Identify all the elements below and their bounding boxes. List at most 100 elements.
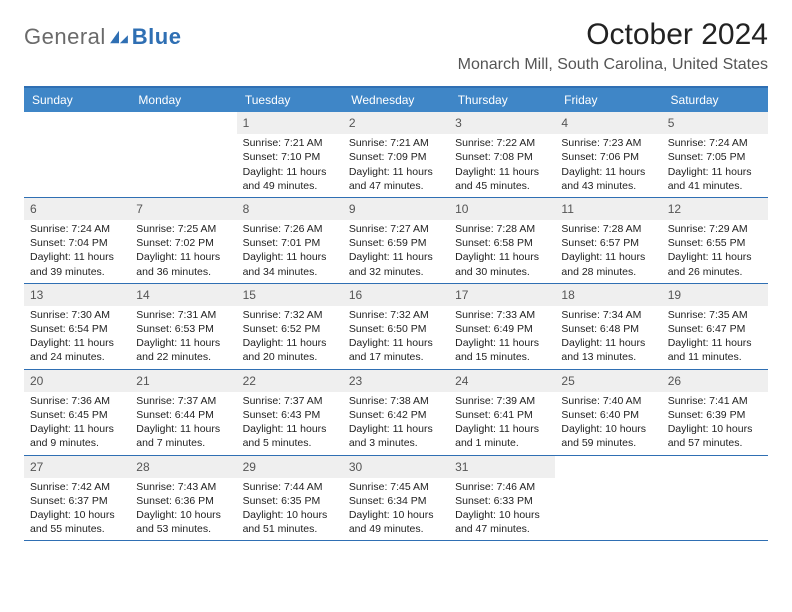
daylight: Daylight: 10 hours and 57 minutes. [668,422,762,450]
sunset: Sunset: 6:44 PM [136,408,230,422]
sunset: Sunset: 6:50 PM [349,322,443,336]
day-cell-1: 1Sunrise: 7:21 AMSunset: 7:10 PMDaylight… [237,112,343,197]
day-number: 8 [237,198,343,220]
sunset: Sunset: 6:57 PM [561,236,655,250]
day-info: Sunrise: 7:37 AMSunset: 6:44 PMDaylight:… [130,394,236,451]
calendar-body: 1Sunrise: 7:21 AMSunset: 7:10 PMDaylight… [24,112,768,541]
day-number: 14 [130,284,236,306]
sunset: Sunset: 6:47 PM [668,322,762,336]
day-number: 6 [24,198,130,220]
sunrise: Sunrise: 7:37 AM [243,394,337,408]
day-cell-22: 22Sunrise: 7:37 AMSunset: 6:43 PMDayligh… [237,370,343,455]
day-number: 4 [555,112,661,134]
sunrise: Sunrise: 7:41 AM [668,394,762,408]
day-info: Sunrise: 7:27 AMSunset: 6:59 PMDaylight:… [343,222,449,279]
day-cell-26: 26Sunrise: 7:41 AMSunset: 6:39 PMDayligh… [662,370,768,455]
day-cell-17: 17Sunrise: 7:33 AMSunset: 6:49 PMDayligh… [449,284,555,369]
daylight: Daylight: 11 hours and 24 minutes. [30,336,124,364]
dow-friday: Friday [556,88,662,112]
day-info: Sunrise: 7:23 AMSunset: 7:06 PMDaylight:… [555,136,661,193]
day-info: Sunrise: 7:25 AMSunset: 7:02 PMDaylight:… [130,222,236,279]
day-number: 31 [449,456,555,478]
sunset: Sunset: 6:55 PM [668,236,762,250]
day-number: 5 [662,112,768,134]
day-number: 23 [343,370,449,392]
day-info: Sunrise: 7:44 AMSunset: 6:35 PMDaylight:… [237,480,343,537]
sunrise: Sunrise: 7:40 AM [561,394,655,408]
daylight: Daylight: 11 hours and 41 minutes. [668,165,762,193]
sunrise: Sunrise: 7:45 AM [349,480,443,494]
day-number: 21 [130,370,236,392]
day-info: Sunrise: 7:32 AMSunset: 6:50 PMDaylight:… [343,308,449,365]
day-info: Sunrise: 7:36 AMSunset: 6:45 PMDaylight:… [24,394,130,451]
day-number: 27 [24,456,130,478]
day-info: Sunrise: 7:28 AMSunset: 6:58 PMDaylight:… [449,222,555,279]
daylight: Daylight: 11 hours and 22 minutes. [136,336,230,364]
daylight: Daylight: 11 hours and 7 minutes. [136,422,230,450]
day-cell-24: 24Sunrise: 7:39 AMSunset: 6:41 PMDayligh… [449,370,555,455]
day-cell-5: 5Sunrise: 7:24 AMSunset: 7:05 PMDaylight… [662,112,768,197]
sunrise: Sunrise: 7:30 AM [30,308,124,322]
day-number: 2 [343,112,449,134]
day-cell-6: 6Sunrise: 7:24 AMSunset: 7:04 PMDaylight… [24,198,130,283]
day-info: Sunrise: 7:22 AMSunset: 7:08 PMDaylight:… [449,136,555,193]
day-cell-10: 10Sunrise: 7:28 AMSunset: 6:58 PMDayligh… [449,198,555,283]
day-cell-11: 11Sunrise: 7:28 AMSunset: 6:57 PMDayligh… [555,198,661,283]
sunrise: Sunrise: 7:42 AM [30,480,124,494]
sunrise: Sunrise: 7:25 AM [136,222,230,236]
day-number: 11 [555,198,661,220]
sunset: Sunset: 6:53 PM [136,322,230,336]
week-row: 20Sunrise: 7:36 AMSunset: 6:45 PMDayligh… [24,370,768,456]
daylight: Daylight: 11 hours and 26 minutes. [668,250,762,278]
day-info: Sunrise: 7:31 AMSunset: 6:53 PMDaylight:… [130,308,236,365]
day-info: Sunrise: 7:30 AMSunset: 6:54 PMDaylight:… [24,308,130,365]
day-info: Sunrise: 7:41 AMSunset: 6:39 PMDaylight:… [662,394,768,451]
daylight: Daylight: 11 hours and 20 minutes. [243,336,337,364]
brand-logo: General Blue [24,18,181,50]
day-cell-4: 4Sunrise: 7:23 AMSunset: 7:06 PMDaylight… [555,112,661,197]
sunrise: Sunrise: 7:21 AM [349,136,443,150]
sunset: Sunset: 7:10 PM [243,150,337,164]
daylight: Daylight: 10 hours and 59 minutes. [561,422,655,450]
daylight: Daylight: 11 hours and 11 minutes. [668,336,762,364]
daylight: Daylight: 11 hours and 39 minutes. [30,250,124,278]
sunrise: Sunrise: 7:32 AM [349,308,443,322]
day-info: Sunrise: 7:29 AMSunset: 6:55 PMDaylight:… [662,222,768,279]
daylight: Daylight: 11 hours and 43 minutes. [561,165,655,193]
daylight: Daylight: 11 hours and 34 minutes. [243,250,337,278]
day-number: 10 [449,198,555,220]
daylight: Daylight: 10 hours and 47 minutes. [455,508,549,536]
day-cell-18: 18Sunrise: 7:34 AMSunset: 6:48 PMDayligh… [555,284,661,369]
day-info: Sunrise: 7:35 AMSunset: 6:47 PMDaylight:… [662,308,768,365]
day-number: 3 [449,112,555,134]
sunset: Sunset: 7:08 PM [455,150,549,164]
calendar: SundayMondayTuesdayWednesdayThursdayFrid… [24,86,768,541]
daylight: Daylight: 10 hours and 51 minutes. [243,508,337,536]
sunset: Sunset: 7:06 PM [561,150,655,164]
day-info: Sunrise: 7:34 AMSunset: 6:48 PMDaylight:… [555,308,661,365]
sunset: Sunset: 7:02 PM [136,236,230,250]
daylight: Daylight: 11 hours and 49 minutes. [243,165,337,193]
day-cell-25: 25Sunrise: 7:40 AMSunset: 6:40 PMDayligh… [555,370,661,455]
daylight: Daylight: 11 hours and 32 minutes. [349,250,443,278]
day-number: 19 [662,284,768,306]
header: General Blue October 2024 Monarch Mill, … [24,18,768,74]
sunrise: Sunrise: 7:35 AM [668,308,762,322]
day-cell-23: 23Sunrise: 7:38 AMSunset: 6:42 PMDayligh… [343,370,449,455]
day-number: 12 [662,198,768,220]
day-cell-31: 31Sunrise: 7:46 AMSunset: 6:33 PMDayligh… [449,456,555,541]
day-cell-21: 21Sunrise: 7:37 AMSunset: 6:44 PMDayligh… [130,370,236,455]
daylight: Daylight: 10 hours and 49 minutes. [349,508,443,536]
day-cell-30: 30Sunrise: 7:45 AMSunset: 6:34 PMDayligh… [343,456,449,541]
day-cell-16: 16Sunrise: 7:32 AMSunset: 6:50 PMDayligh… [343,284,449,369]
week-row: 6Sunrise: 7:24 AMSunset: 7:04 PMDaylight… [24,198,768,284]
sunrise: Sunrise: 7:24 AM [30,222,124,236]
sunset: Sunset: 6:37 PM [30,494,124,508]
day-number: 28 [130,456,236,478]
day-number: 22 [237,370,343,392]
sunrise: Sunrise: 7:27 AM [349,222,443,236]
daylight: Daylight: 11 hours and 36 minutes. [136,250,230,278]
daylight: Daylight: 10 hours and 53 minutes. [136,508,230,536]
day-info: Sunrise: 7:39 AMSunset: 6:41 PMDaylight:… [449,394,555,451]
day-number: 26 [662,370,768,392]
